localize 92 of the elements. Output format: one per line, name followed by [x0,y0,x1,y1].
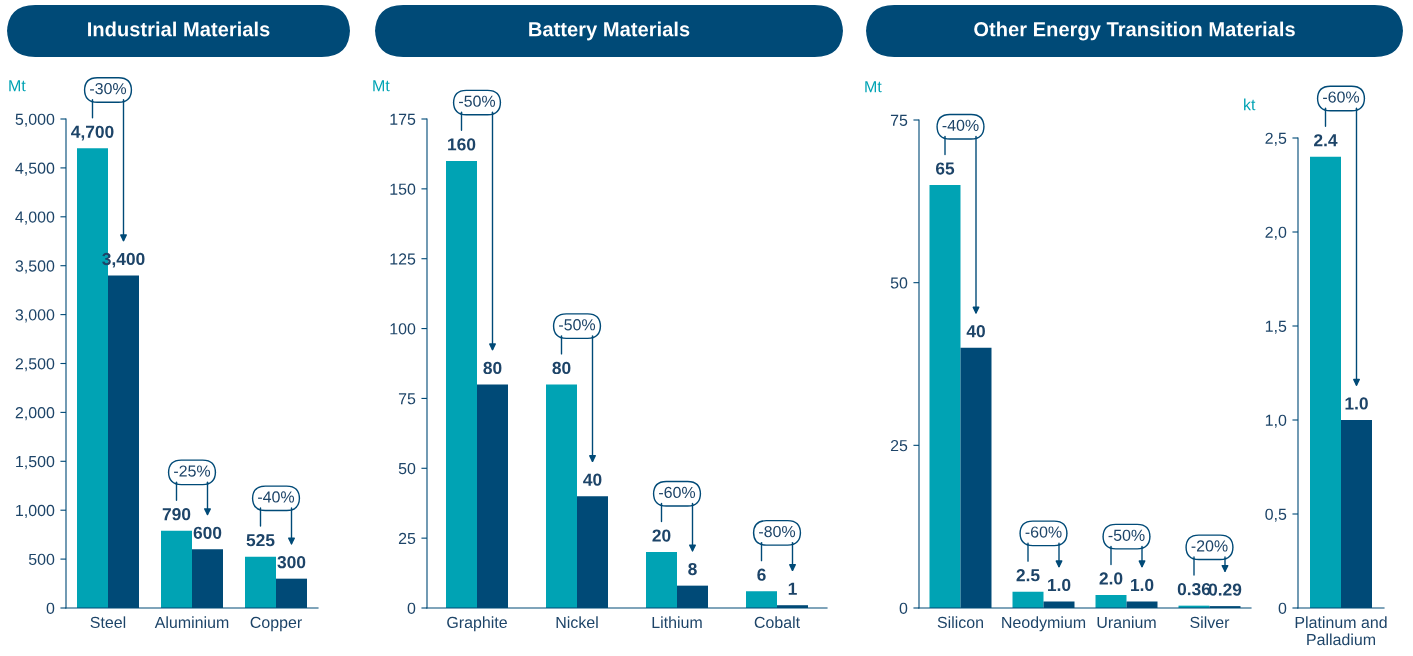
bar [446,160,477,608]
y-tick-label: 175 [390,113,416,125]
data-label: 80 [483,361,502,375]
bar [646,552,677,608]
data-label: 1 [788,582,797,595]
y-tick-label: 150 [390,183,416,195]
y-tick-label: 1,500 [16,455,55,470]
bar [161,530,192,608]
annotation: -50% [1108,529,1145,541]
y-tick-label: 1,5 [1265,320,1287,334]
bar [929,185,961,608]
y-tick-label: 2,000 [15,407,55,421]
data-label: 600 [193,526,222,539]
y-axis-title: Mt [9,80,26,92]
x-tick-label: Aluminium [154,616,229,629]
chart-title: Other Energy Transition Materials [974,21,1295,41]
x-tick-label: Graphite [447,616,507,632]
y-tick-label: 500 [28,553,55,566]
y-tick-label: 25 [890,439,908,452]
text: -30% [90,82,127,95]
y-tick-label: 125 [390,253,416,265]
y-tick-label: 3,500 [15,260,55,274]
y-tick-label: 1,000 [16,504,55,519]
bar [1095,594,1127,608]
y-tick-label: 25 [398,532,416,545]
data-label: 300 [277,555,306,569]
x-tick-label: Silicon [937,616,983,629]
y-tick-label: 0 [899,602,908,614]
x-tick-label: Uranium [1097,616,1156,629]
y-tick-label: 3,000 [15,309,55,323]
y-axis-title: Mt [373,80,390,92]
data-label: 790 [162,508,191,521]
x-tick-label: Platinum and Palladium [1295,616,1387,646]
bar [746,591,777,608]
annotation: -60% [1025,526,1062,538]
bar [245,556,276,608]
y-axis-title: kt [1244,98,1256,111]
y-tick-label: 2,500 [15,358,55,372]
x-tick-label: Silver [1190,616,1230,629]
y-tick-label: 50 [890,277,908,289]
y-tick-label: 0 [46,602,55,614]
data-label: 525 [246,533,275,547]
data-label: 160 [448,138,476,151]
x-tick-label: Copper [250,616,302,632]
data-label: 1.0 [1131,578,1154,592]
y-tick-label: 1,0 [1265,414,1287,428]
y-tick-label: 100 [390,323,416,335]
chart-title: Industrial Materials [88,21,270,37]
data-label: 80 [552,361,571,375]
text: -60% [1323,91,1360,103]
x-tick-label: Neodymium [1002,616,1086,632]
x-tick-label: Lithium [652,616,702,629]
x-tick-label: Cobalt [754,616,800,629]
data-label: 65 [935,162,955,175]
y-tick-label: 2,5 [1265,132,1287,146]
data-label: 2.0 [1099,572,1123,585]
chart-title: Battery Materials [529,21,690,41]
text: -50% [459,95,496,107]
annotation: -25% [174,465,211,477]
bar [1012,591,1044,608]
annotation: -20% [1191,540,1228,552]
y-tick-label: 0 [1278,602,1287,614]
y-tick-label: 2,0 [1265,226,1287,240]
y-tick-label: 5,000 [15,113,55,127]
y-tick-label: 4,500 [15,162,55,176]
data-label: 0.36 [1177,582,1211,596]
y-tick-label: 4,000 [15,211,55,225]
annotation: -60% [659,486,696,499]
data-label: 6 [757,568,766,581]
data-label: 4,700 [71,125,114,141]
data-label: 8 [688,562,697,576]
y-axis-title: Mt [865,81,882,93]
y-tick-label: 0,5 [1265,508,1287,522]
data-label: 1.0 [1048,578,1071,592]
annotation: -80% [759,525,796,538]
data-label: 40 [583,473,602,486]
data-label: 2.5 [1016,569,1040,582]
y-tick-label: 75 [398,393,416,405]
bar [546,384,577,608]
annotation: -40% [258,491,295,503]
y-tick-label: 50 [398,462,416,475]
data-label: 0.29 [1208,583,1242,596]
annotation: -40% [942,119,979,132]
data-label: 20 [652,529,671,542]
annotation: -50% [559,319,596,331]
data-label: 40 [966,325,985,338]
y-tick-label: 0 [407,602,416,614]
y-tick-label: 75 [890,114,908,126]
data-label: 2.4 [1314,134,1338,147]
data-label: 1.0 [1345,397,1368,410]
x-tick-label: Nickel [556,616,598,629]
x-tick-label: Steel [90,616,126,629]
